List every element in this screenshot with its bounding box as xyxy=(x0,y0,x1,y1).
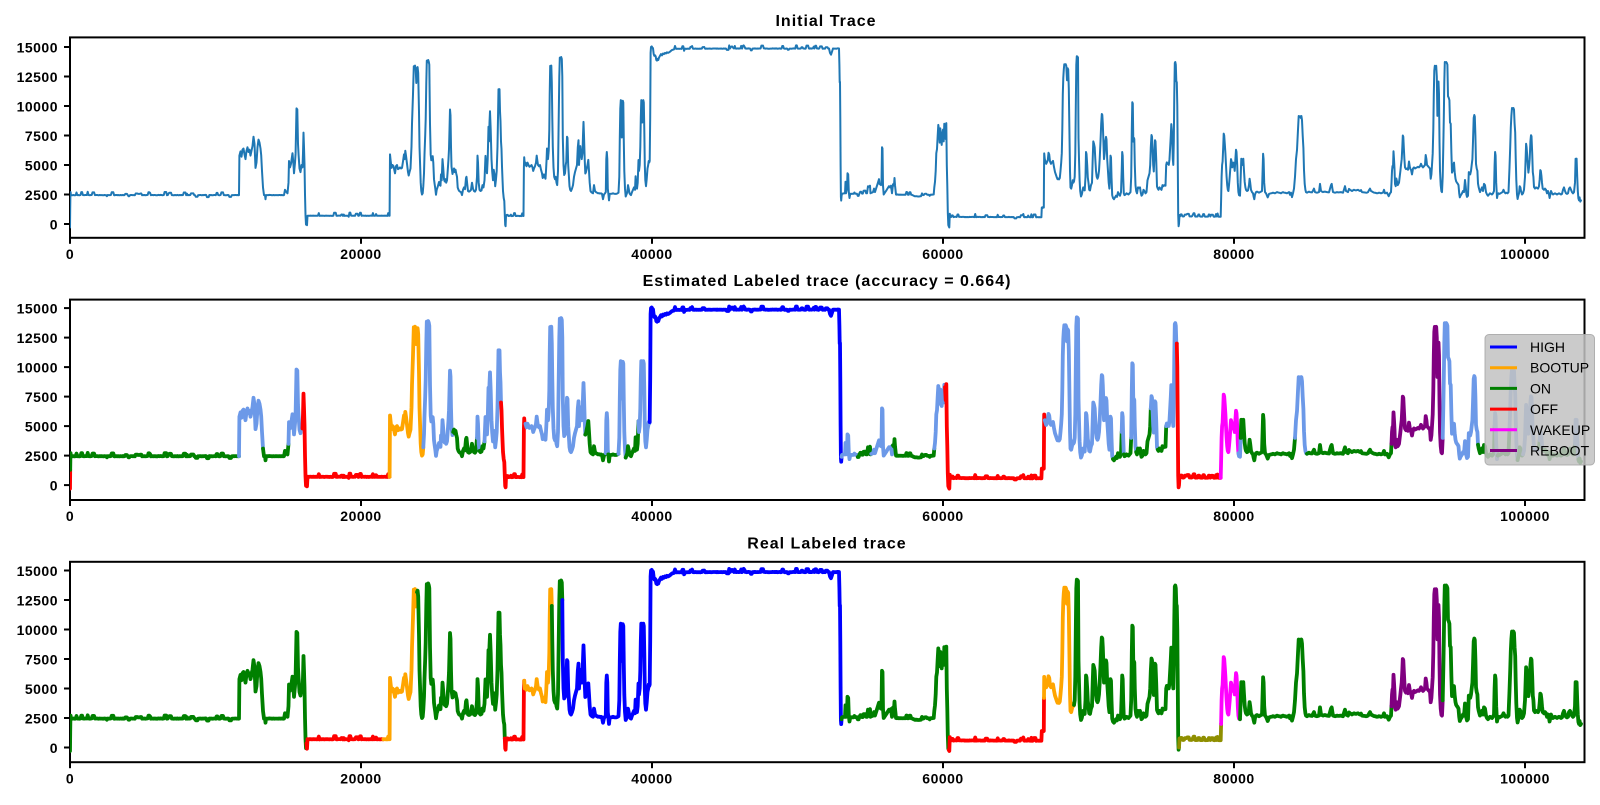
svg-text:15000: 15000 xyxy=(17,563,58,579)
svg-text:Real Labeled trace: Real Labeled trace xyxy=(747,535,906,552)
svg-text:40000: 40000 xyxy=(631,508,672,524)
svg-text:80000: 80000 xyxy=(1213,246,1254,262)
svg-text:40000: 40000 xyxy=(631,246,672,262)
svg-text:5000: 5000 xyxy=(25,681,58,697)
svg-text:10000: 10000 xyxy=(17,360,58,376)
svg-text:2500: 2500 xyxy=(25,711,58,727)
svg-text:60000: 60000 xyxy=(922,246,963,262)
svg-text:OFF: OFF xyxy=(1530,401,1558,417)
svg-text:15000: 15000 xyxy=(17,301,58,317)
svg-text:40000: 40000 xyxy=(631,770,672,786)
svg-text:60000: 60000 xyxy=(922,770,963,786)
svg-text:WAKEUP: WAKEUP xyxy=(1530,422,1590,438)
svg-text:100000: 100000 xyxy=(1500,246,1550,262)
svg-text:12500: 12500 xyxy=(17,69,58,85)
svg-text:REBOOT: REBOOT xyxy=(1530,443,1590,459)
svg-text:0: 0 xyxy=(50,217,58,233)
svg-text:20000: 20000 xyxy=(340,508,381,524)
svg-text:0: 0 xyxy=(50,740,58,756)
svg-text:100000: 100000 xyxy=(1500,508,1550,524)
svg-text:100000: 100000 xyxy=(1500,770,1550,786)
svg-text:12500: 12500 xyxy=(17,593,58,609)
svg-text:20000: 20000 xyxy=(340,770,381,786)
svg-text:7500: 7500 xyxy=(25,652,58,668)
svg-text:Estimated Labeled trace (accur: Estimated Labeled trace (accuracy = 0.66… xyxy=(643,273,1012,290)
svg-text:2500: 2500 xyxy=(25,448,58,464)
svg-text:BOOTUP: BOOTUP xyxy=(1530,360,1589,376)
svg-text:15000: 15000 xyxy=(17,40,58,56)
svg-text:5000: 5000 xyxy=(25,158,58,174)
svg-text:12500: 12500 xyxy=(17,330,58,346)
svg-text:0: 0 xyxy=(50,478,58,494)
svg-text:0: 0 xyxy=(66,508,74,524)
svg-text:7500: 7500 xyxy=(25,128,58,144)
svg-text:80000: 80000 xyxy=(1213,508,1254,524)
svg-text:Initial Trace: Initial Trace xyxy=(775,13,876,30)
svg-text:0: 0 xyxy=(66,770,74,786)
svg-text:20000: 20000 xyxy=(340,246,381,262)
svg-text:60000: 60000 xyxy=(922,508,963,524)
svg-text:7500: 7500 xyxy=(25,389,58,405)
svg-text:80000: 80000 xyxy=(1213,770,1254,786)
svg-text:5000: 5000 xyxy=(25,419,58,435)
svg-text:10000: 10000 xyxy=(17,99,58,115)
svg-text:10000: 10000 xyxy=(17,622,58,638)
svg-text:ON: ON xyxy=(1530,380,1551,396)
svg-text:0: 0 xyxy=(66,246,74,262)
svg-text:HIGH: HIGH xyxy=(1530,339,1565,355)
svg-text:2500: 2500 xyxy=(25,187,58,203)
